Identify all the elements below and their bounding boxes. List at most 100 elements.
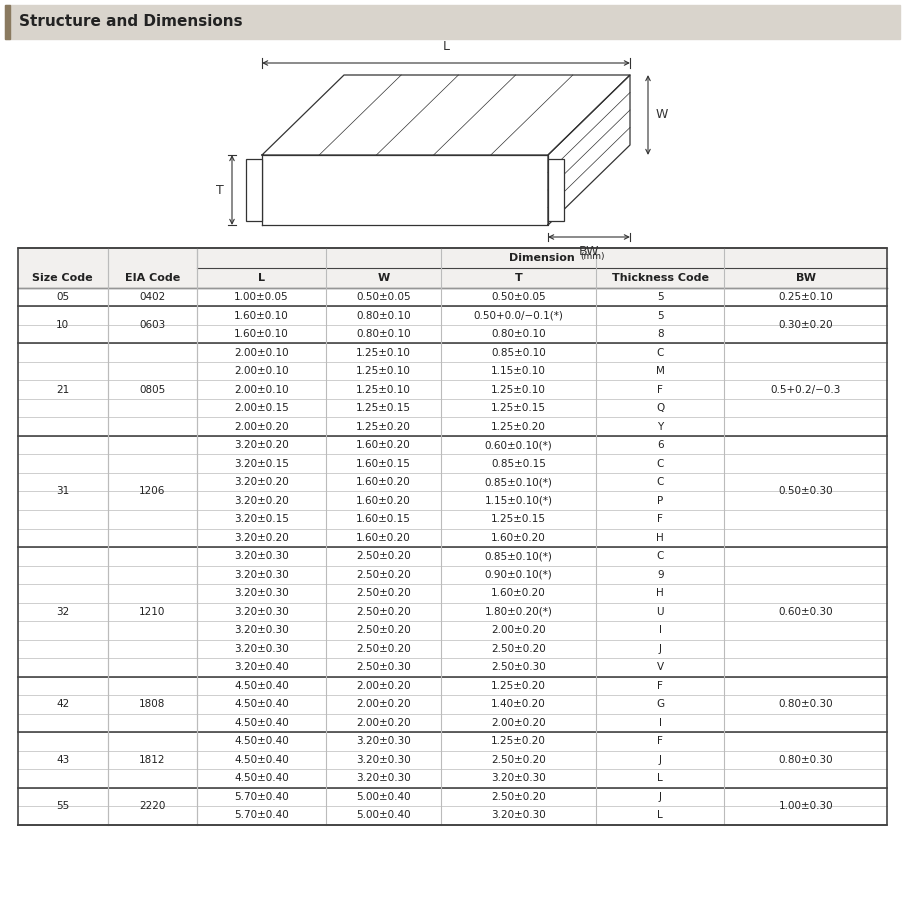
Text: J: J bbox=[659, 792, 662, 802]
Text: 1.60±0.20: 1.60±0.20 bbox=[491, 533, 546, 543]
Text: 2.50±0.20: 2.50±0.20 bbox=[491, 643, 546, 653]
Bar bbox=[246, 159, 262, 221]
Text: F: F bbox=[657, 385, 663, 395]
Text: 0.85±0.10(*): 0.85±0.10(*) bbox=[484, 477, 552, 487]
Text: 1.60±0.20: 1.60±0.20 bbox=[356, 477, 411, 487]
Text: 1.80±0.20(*): 1.80±0.20(*) bbox=[484, 606, 552, 616]
Text: 2.50±0.20: 2.50±0.20 bbox=[356, 643, 411, 653]
Text: Q: Q bbox=[656, 404, 664, 414]
Text: Size Code: Size Code bbox=[33, 273, 93, 283]
Text: 1.60±0.20: 1.60±0.20 bbox=[356, 440, 411, 451]
Text: 4.50±0.40: 4.50±0.40 bbox=[234, 718, 289, 728]
Text: 5.00±0.40: 5.00±0.40 bbox=[356, 810, 411, 820]
Text: 0805: 0805 bbox=[139, 385, 166, 395]
Text: 1.00±0.30: 1.00±0.30 bbox=[778, 801, 834, 811]
Text: 2.00±0.10: 2.00±0.10 bbox=[234, 348, 289, 357]
Text: 0.85±0.10(*): 0.85±0.10(*) bbox=[484, 551, 552, 561]
Text: 5: 5 bbox=[657, 292, 663, 302]
Text: F: F bbox=[657, 681, 663, 691]
Text: 5.70±0.40: 5.70±0.40 bbox=[234, 810, 289, 820]
Text: 2.50±0.20: 2.50±0.20 bbox=[491, 792, 546, 802]
Text: 0.50±0.30: 0.50±0.30 bbox=[778, 487, 834, 497]
Text: 4.50±0.40: 4.50±0.40 bbox=[234, 773, 289, 783]
Text: H: H bbox=[656, 533, 664, 543]
Text: 2.00±0.20: 2.00±0.20 bbox=[234, 422, 289, 432]
Text: C: C bbox=[656, 551, 664, 561]
Text: 31: 31 bbox=[56, 487, 70, 497]
Text: 3.20±0.30: 3.20±0.30 bbox=[491, 773, 546, 783]
Text: 2.00±0.10: 2.00±0.10 bbox=[234, 385, 289, 395]
Text: 5.70±0.40: 5.70±0.40 bbox=[234, 792, 289, 802]
Text: V: V bbox=[657, 662, 663, 672]
Text: 3.20±0.30: 3.20±0.30 bbox=[356, 737, 411, 747]
Text: 3.20±0.30: 3.20±0.30 bbox=[234, 588, 289, 598]
Text: 0.50±0.05: 0.50±0.05 bbox=[356, 292, 411, 302]
Text: 2.50±0.20: 2.50±0.20 bbox=[356, 588, 411, 598]
Text: 1.60±0.20: 1.60±0.20 bbox=[356, 533, 411, 543]
Text: U: U bbox=[656, 606, 664, 616]
Text: 1.60±0.15: 1.60±0.15 bbox=[356, 459, 411, 469]
Text: 2.50±0.30: 2.50±0.30 bbox=[356, 662, 411, 672]
Text: 2.00±0.15: 2.00±0.15 bbox=[234, 404, 289, 414]
Text: 42: 42 bbox=[56, 700, 70, 710]
Text: C: C bbox=[656, 477, 664, 487]
Text: 3.20±0.30: 3.20±0.30 bbox=[356, 773, 411, 783]
Text: 43: 43 bbox=[56, 755, 70, 765]
Text: 1.60±0.10: 1.60±0.10 bbox=[234, 310, 289, 320]
Text: BW: BW bbox=[795, 273, 815, 283]
Text: 0.80±0.30: 0.80±0.30 bbox=[778, 755, 834, 765]
Text: 5: 5 bbox=[657, 310, 663, 320]
Text: 0603: 0603 bbox=[139, 320, 166, 330]
Text: G: G bbox=[656, 700, 664, 710]
Text: 0.85±0.10: 0.85±0.10 bbox=[491, 348, 546, 357]
Text: 0.80±0.10: 0.80±0.10 bbox=[491, 329, 546, 339]
Text: 21: 21 bbox=[56, 385, 70, 395]
Text: 5.00±0.40: 5.00±0.40 bbox=[356, 792, 411, 802]
Text: F: F bbox=[657, 514, 663, 524]
Text: 0.50±0.05: 0.50±0.05 bbox=[491, 292, 546, 302]
Text: Thickness Code: Thickness Code bbox=[612, 273, 709, 283]
Text: 1.25±0.10: 1.25±0.10 bbox=[356, 385, 411, 395]
Text: 1812: 1812 bbox=[139, 755, 166, 765]
Text: 3.20±0.20: 3.20±0.20 bbox=[234, 477, 289, 487]
Text: 3.20±0.30: 3.20±0.30 bbox=[234, 570, 289, 580]
Text: 1.25±0.20: 1.25±0.20 bbox=[491, 737, 546, 747]
Text: 2.00±0.20: 2.00±0.20 bbox=[356, 700, 411, 710]
Text: 3.20±0.20: 3.20±0.20 bbox=[234, 496, 289, 506]
Text: 0.25±0.10: 0.25±0.10 bbox=[778, 292, 834, 302]
Text: 0.5+0.2/−0.3: 0.5+0.2/−0.3 bbox=[770, 385, 841, 395]
Text: 1.60±0.20: 1.60±0.20 bbox=[356, 496, 411, 506]
Text: 4.50±0.40: 4.50±0.40 bbox=[234, 755, 289, 765]
Text: 3.20±0.30: 3.20±0.30 bbox=[356, 755, 411, 765]
Text: 2.00±0.10: 2.00±0.10 bbox=[234, 367, 289, 376]
Text: 3.20±0.40: 3.20±0.40 bbox=[234, 662, 289, 672]
Text: T: T bbox=[515, 273, 522, 283]
Text: 4.50±0.40: 4.50±0.40 bbox=[234, 681, 289, 691]
Text: 0.60±0.30: 0.60±0.30 bbox=[778, 606, 834, 616]
Text: 4.50±0.40: 4.50±0.40 bbox=[234, 737, 289, 747]
Text: 3.20±0.20: 3.20±0.20 bbox=[234, 440, 289, 451]
Bar bbox=[18, 248, 887, 268]
Text: 1.25±0.10: 1.25±0.10 bbox=[356, 367, 411, 376]
Text: 2.00±0.20: 2.00±0.20 bbox=[356, 681, 411, 691]
Bar bbox=[5, 5, 900, 39]
Text: L: L bbox=[657, 810, 663, 820]
Text: 1.00±0.05: 1.00±0.05 bbox=[234, 292, 289, 302]
Text: 1.25±0.15: 1.25±0.15 bbox=[491, 404, 546, 414]
Text: 0.30±0.20: 0.30±0.20 bbox=[778, 320, 834, 330]
Text: 1808: 1808 bbox=[139, 700, 166, 710]
Text: 1.25±0.15: 1.25±0.15 bbox=[356, 404, 411, 414]
Text: 2.50±0.20: 2.50±0.20 bbox=[356, 570, 411, 580]
Text: H: H bbox=[656, 588, 664, 598]
Text: 1.15±0.10: 1.15±0.10 bbox=[491, 367, 546, 376]
Text: (mm): (mm) bbox=[580, 252, 605, 262]
Text: 2.50±0.20: 2.50±0.20 bbox=[491, 755, 546, 765]
Text: 3.20±0.30: 3.20±0.30 bbox=[234, 643, 289, 653]
Text: 3.20±0.20: 3.20±0.20 bbox=[234, 533, 289, 543]
Text: 2.50±0.30: 2.50±0.30 bbox=[491, 662, 546, 672]
Text: M: M bbox=[656, 367, 664, 376]
Text: 1210: 1210 bbox=[139, 606, 166, 616]
Text: 1206: 1206 bbox=[139, 487, 166, 497]
Text: 0402: 0402 bbox=[139, 292, 166, 302]
Text: 2220: 2220 bbox=[139, 801, 166, 811]
